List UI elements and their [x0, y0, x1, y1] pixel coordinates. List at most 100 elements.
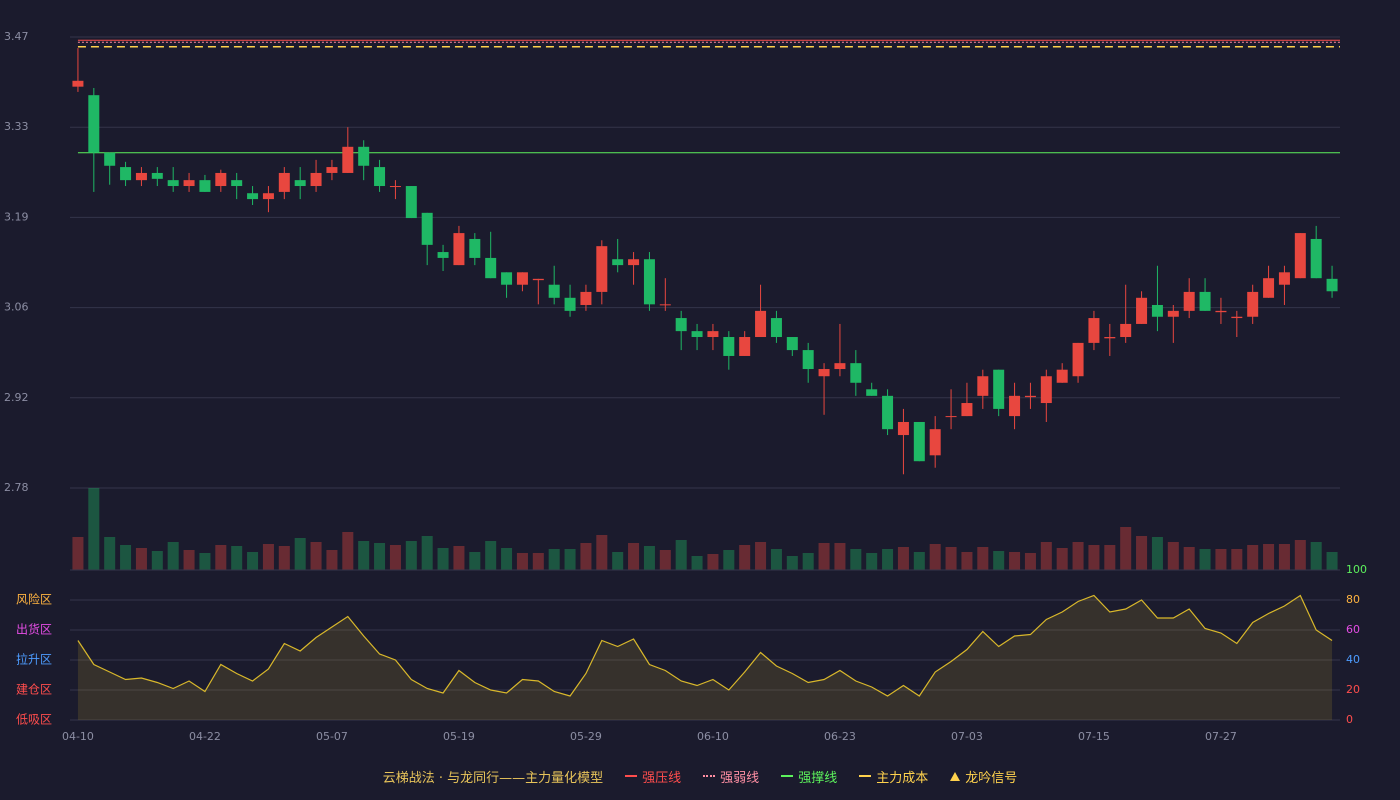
candle-body [723, 337, 735, 356]
legend-label: 主力成本 [876, 770, 929, 786]
volume-bar [945, 547, 957, 570]
candle-body [1294, 233, 1306, 279]
x-tick-label: 04-22 [189, 730, 221, 743]
candle-body [262, 193, 274, 200]
legend-label: 强撑线 [798, 770, 838, 786]
x-tick-label: 05-07 [316, 730, 348, 743]
volume-bar [1040, 542, 1052, 570]
candle-body [929, 429, 941, 456]
volume-bar [596, 535, 608, 570]
volume-bar [723, 550, 735, 570]
candle-body [1167, 310, 1179, 317]
candle-body [802, 350, 814, 370]
candle-body [850, 363, 862, 383]
volume-bar [675, 540, 687, 570]
candle-body [707, 331, 719, 338]
volume-bar [88, 488, 100, 570]
candle-body [612, 259, 624, 266]
candle-body [628, 259, 640, 266]
candle-body [1231, 316, 1243, 319]
volume-bar [72, 537, 84, 570]
candle-body [104, 152, 116, 166]
volume-bar [1104, 545, 1116, 570]
candle-body [199, 180, 211, 192]
volume-bar [1088, 545, 1100, 570]
legend-item: 龙吟信号 [950, 767, 1017, 786]
candle-body [1215, 310, 1227, 313]
volume-bar [532, 553, 544, 570]
candle-body [501, 272, 513, 285]
volume-bar [564, 549, 576, 570]
volume-bar [755, 542, 767, 570]
candle-body [437, 252, 449, 258]
volume-bar [691, 556, 703, 570]
volume-bar [628, 543, 640, 570]
volume-bar [485, 541, 497, 570]
volume-bar [1199, 549, 1211, 570]
candle-body [643, 259, 655, 305]
candle-body [1310, 238, 1322, 279]
volume-bar [770, 549, 782, 570]
volume-bar [739, 545, 751, 570]
candle-body [1278, 272, 1290, 285]
volume-bar [850, 549, 862, 570]
candle-body [1009, 395, 1021, 417]
volume-bar [135, 548, 147, 570]
volume-bar [389, 545, 401, 570]
candle-body [278, 172, 290, 192]
candle-body [1056, 369, 1068, 383]
volume-bar [707, 554, 719, 570]
candle-body [564, 297, 576, 311]
legend-label: 强弱线 [720, 770, 760, 786]
volume-bar [1310, 542, 1322, 570]
candle-body [548, 284, 560, 298]
legend: 云梯战法 · 与龙同行——主力量化模型 强压线 强弱线 强撑线 主力成本 龙吟信号 [0, 764, 1400, 788]
volume-bar [215, 545, 227, 570]
legend-item: 强撑线 [781, 767, 837, 786]
volume-bar [1231, 549, 1243, 570]
volume-bar [897, 547, 909, 570]
volume-bar [882, 549, 894, 570]
candle-body [294, 180, 306, 187]
volume-bar [659, 550, 671, 570]
volume-bar [548, 549, 560, 570]
volume-bar [580, 543, 592, 570]
candle-body [659, 304, 671, 306]
x-tick-label: 05-19 [443, 730, 475, 743]
volume-bar [1167, 542, 1179, 570]
volume-bar [913, 552, 925, 570]
volume-bar [643, 546, 655, 570]
volume-bar [167, 542, 179, 570]
candle-body [532, 278, 544, 281]
y2-tick-label: 0 [1346, 713, 1353, 726]
candle-body [247, 193, 259, 200]
candle-body [596, 246, 608, 292]
candle-body [1151, 304, 1163, 317]
candle-body [977, 376, 989, 396]
y-tick-label: 3.33 [4, 120, 29, 133]
candle-body [1120, 323, 1132, 338]
volume-bar [151, 551, 163, 570]
candle-body [342, 146, 354, 173]
candle-body [834, 363, 846, 370]
indicator-line [77, 594, 1333, 697]
x-tick-label: 07-27 [1205, 730, 1237, 743]
volume-bar [262, 544, 274, 570]
volume-bar [501, 548, 513, 570]
legend-label: 龙吟信号 [965, 770, 1018, 786]
volume-bar [612, 552, 624, 570]
volume-bar [1120, 527, 1132, 570]
y-tick-label: 3.19 [4, 210, 29, 223]
volume-bar [358, 541, 370, 570]
volume-bar [929, 544, 941, 570]
y-tick-label: 3.47 [4, 30, 29, 43]
candle-body [1326, 278, 1338, 292]
volume-bar [437, 548, 449, 570]
volume-bar [278, 546, 290, 570]
legend-item: 强压线 [625, 767, 681, 786]
candle-body [739, 337, 751, 356]
volume-bar [961, 552, 973, 570]
candle-body [72, 80, 84, 87]
legend-marker [950, 771, 961, 781]
